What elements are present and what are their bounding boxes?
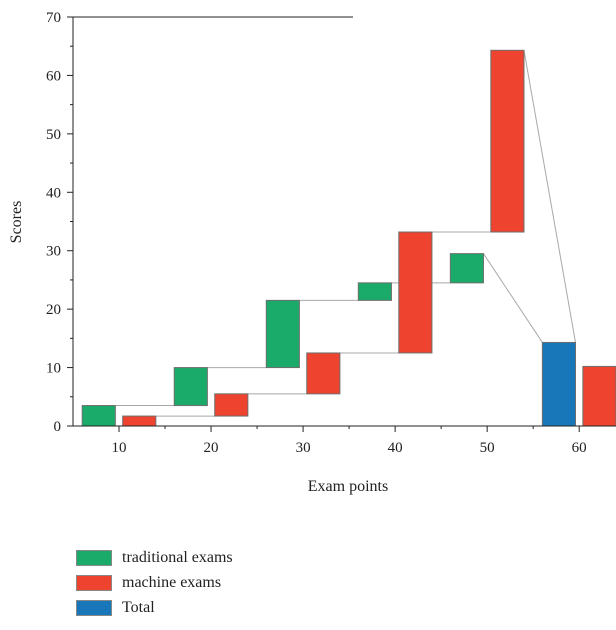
bar-traditional-exams <box>449 253 484 284</box>
axes: 0 10 20 30 40 50 60 70 10 20 30 40 50 60 <box>46 10 616 456</box>
legend-item-traditional: traditional exams <box>76 545 233 570</box>
legend-swatch-total <box>76 599 112 616</box>
y-tick-label: 60 <box>46 68 61 84</box>
x-tick-label: 10 <box>112 440 127 456</box>
x-axis-title: Exam points <box>308 478 388 495</box>
connector-line <box>523 50 576 343</box>
bar-traditional-exams <box>357 282 392 301</box>
bar-machine-exams <box>306 352 341 395</box>
x-tick-label: 60 <box>572 440 587 456</box>
y-tick-label: 70 <box>46 10 61 26</box>
y-tick-label: 10 <box>46 361 61 377</box>
legend-item-total: Total <box>76 595 233 620</box>
legend-label-total: Total <box>122 598 155 616</box>
legend-swatch-traditional <box>76 549 112 566</box>
y-tick-label: 20 <box>46 302 61 318</box>
x-tick-label: 30 <box>296 440 311 456</box>
y-tick-label: 30 <box>46 244 61 260</box>
bar-machine-exams <box>122 415 157 427</box>
x-tick-label: 50 <box>480 440 495 456</box>
connector-line <box>483 253 543 343</box>
legend-label-traditional: traditional exams <box>122 548 233 566</box>
y-axis-title: Scores <box>8 201 25 244</box>
legend-swatch-machine <box>76 574 112 591</box>
x-tick-label: 20 <box>204 440 219 456</box>
bars <box>81 49 616 427</box>
bar-traditional-exams <box>173 367 208 407</box>
legend-label-machine: machine exams <box>122 573 222 591</box>
legend: traditional exams machine exams Total <box>76 545 233 620</box>
y-tick-label: 50 <box>46 127 61 143</box>
legend-item-machine: machine exams <box>76 570 233 595</box>
bar-machine-exams <box>398 231 433 354</box>
bar-machine-exams <box>490 49 525 233</box>
x-tick-label: 40 <box>388 440 403 456</box>
y-tick-label: 40 <box>46 185 61 201</box>
bar-traditional-exams <box>81 405 116 427</box>
bar-machine-exams-total <box>582 365 616 427</box>
bar-machine-exams <box>214 393 249 417</box>
bar-total <box>541 341 577 427</box>
bar-traditional-exams <box>265 299 300 369</box>
connector-lines <box>115 50 576 417</box>
y-tick-label: 0 <box>54 419 62 435</box>
